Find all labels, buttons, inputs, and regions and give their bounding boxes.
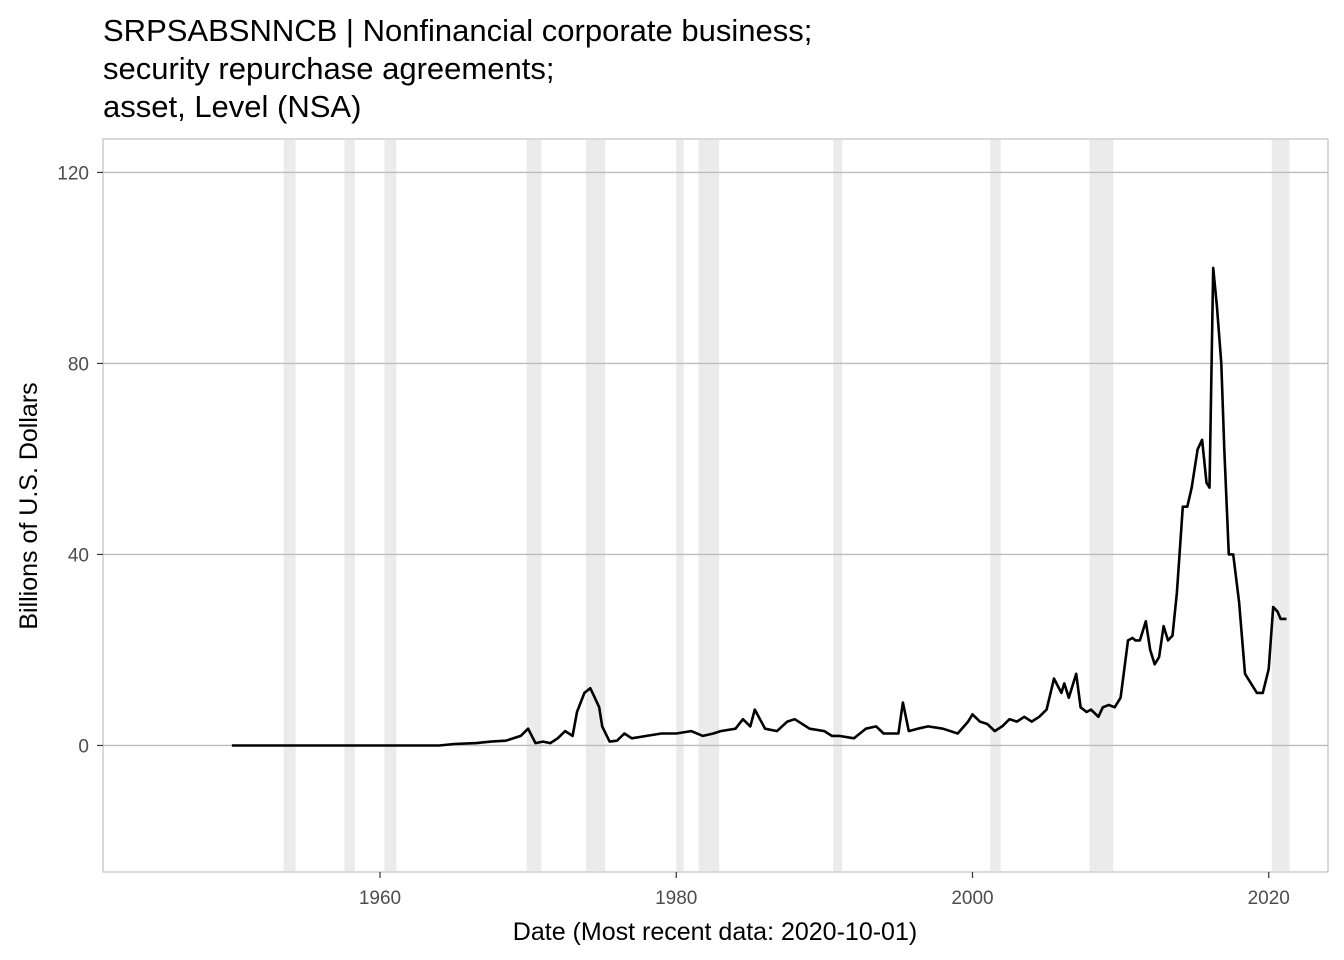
x-axis-title: Date (Most recent data: 2020-10-01) bbox=[513, 918, 917, 946]
series-layer bbox=[231, 266, 1287, 747]
recession-band-4 bbox=[585, 140, 606, 871]
y-tick-label-80: 80 bbox=[68, 354, 89, 375]
series-line-0 bbox=[231, 266, 1287, 747]
recession-bands bbox=[283, 140, 1290, 871]
x-tick-label-1960: 1960 bbox=[359, 888, 401, 909]
recession-band-1 bbox=[344, 140, 355, 871]
x-tick-label-2020: 2020 bbox=[1248, 888, 1290, 909]
recession-band-9 bbox=[1089, 140, 1114, 871]
x-tick-label-2000: 2000 bbox=[951, 888, 993, 909]
recession-band-7 bbox=[833, 140, 843, 871]
recession-band-5 bbox=[676, 140, 684, 871]
recession-band-0 bbox=[283, 140, 296, 871]
plot-panel bbox=[102, 138, 1329, 873]
recession-band-8 bbox=[990, 140, 1001, 871]
recession-band-6 bbox=[698, 140, 720, 871]
recession-band-10 bbox=[1271, 140, 1290, 871]
panel-border bbox=[102, 138, 1329, 873]
y-tick-label-40: 40 bbox=[68, 545, 89, 566]
gridlines bbox=[103, 171, 1328, 747]
chart-title: SRPSABSNNCB | Nonfinancial corporate bus… bbox=[103, 12, 812, 126]
y-tick-label-0: 0 bbox=[78, 736, 89, 757]
title-line-1: SRPSABSNNCB | Nonfinancial corporate bus… bbox=[103, 13, 813, 48]
tick-labels: 0 40 80 120 1960 1980 2000 2020 bbox=[57, 163, 1290, 909]
y-axis-title: Billions of U.S. Dollars bbox=[15, 382, 43, 629]
title-line-3: asset, Level (NSA) bbox=[103, 89, 362, 124]
x-tick-label-1980: 1980 bbox=[655, 888, 697, 909]
y-tick-label-120: 120 bbox=[57, 163, 89, 184]
recession-band-2 bbox=[384, 140, 397, 871]
recession-band-3 bbox=[526, 140, 542, 871]
title-line-2: security repurchase agreements; bbox=[103, 51, 555, 86]
